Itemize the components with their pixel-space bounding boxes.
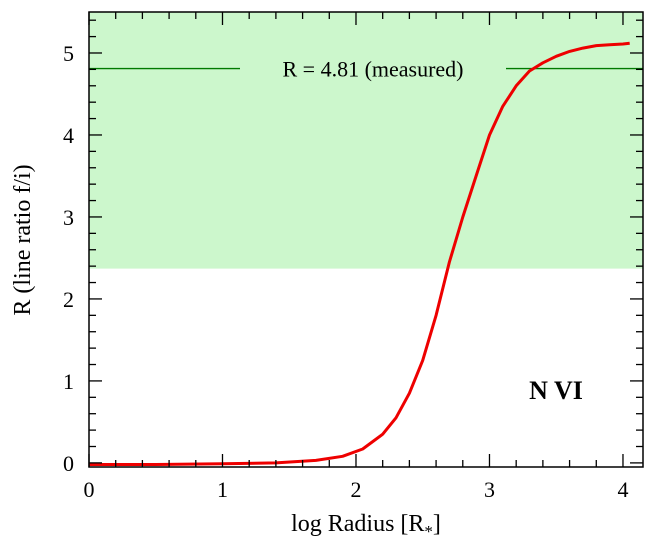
y-tick-label: 2 [63, 287, 74, 312]
y-tick-label: 5 [63, 41, 74, 66]
y-tick-label: 0 [63, 451, 74, 476]
y-axis-label: R (line ratio f/i) [10, 164, 36, 315]
plot-frame [88, 11, 644, 468]
reference-line-label: R = 4.81 (measured) [282, 57, 463, 82]
x-tick-label: 1 [217, 477, 228, 502]
x-tick-label: 2 [350, 477, 361, 502]
x-tick-label: 4 [617, 477, 628, 502]
y-tick-label: 3 [63, 205, 74, 230]
y-tick-label: 1 [63, 369, 74, 394]
x-tick-label: 0 [84, 477, 95, 502]
ion-annotation: N VI [529, 376, 583, 405]
shaded-region [89, 12, 643, 269]
x-tick-label: 3 [484, 477, 495, 502]
x-axis-label: log Radius [R*] [291, 511, 441, 540]
series-line-0 [89, 41, 630, 466]
y-tick-label: 4 [63, 123, 74, 148]
